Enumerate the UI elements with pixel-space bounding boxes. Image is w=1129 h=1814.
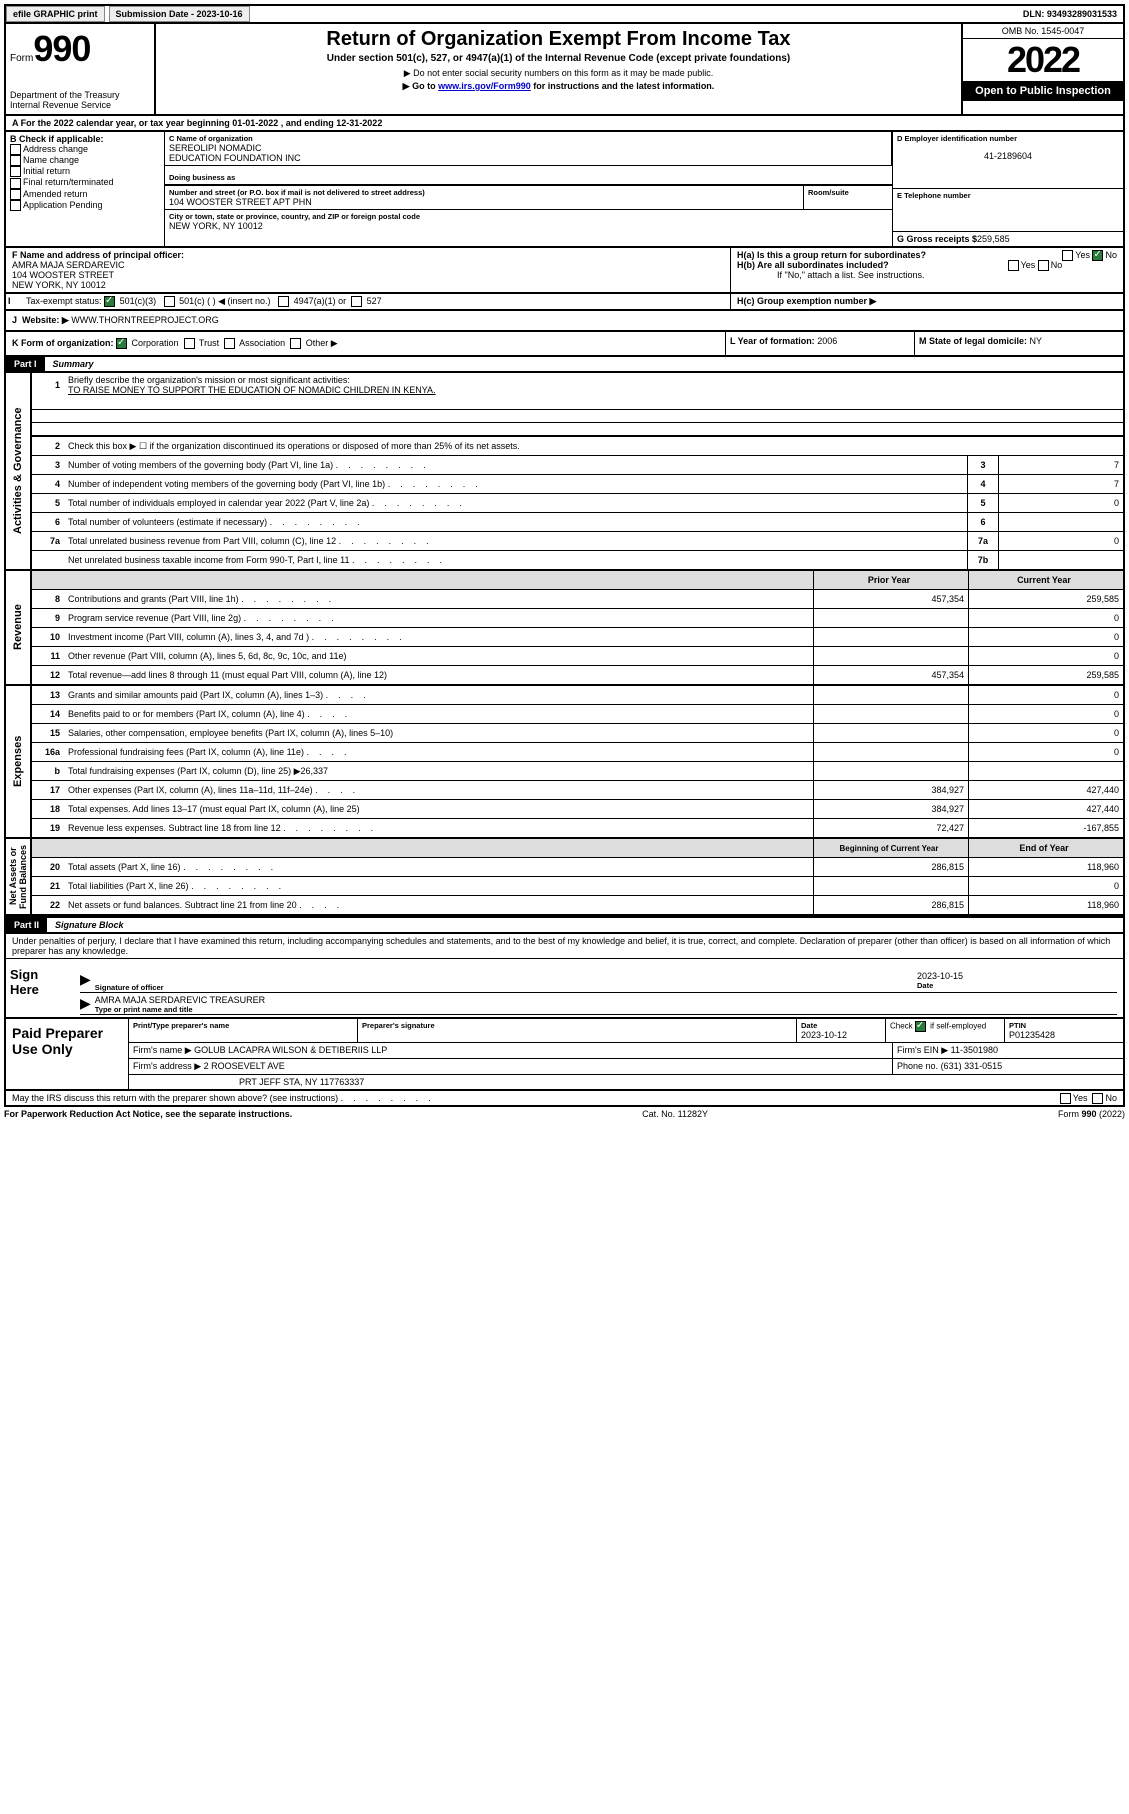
net-assets: Net Assets or Fund Balances Beginning of…: [4, 839, 1125, 916]
vtab-rev: Revenue: [6, 571, 32, 684]
gross-receipts: 259,585: [977, 234, 1010, 244]
prep-date: 2023-10-12: [801, 1030, 881, 1040]
city: NEW YORK, NY 10012: [169, 221, 888, 231]
v6: [998, 513, 1123, 531]
firm-phone: (631) 331-0515: [941, 1061, 1003, 1071]
irs-link[interactable]: www.irs.gov/Form990: [438, 81, 531, 91]
vtab-net: Net Assets or Fund Balances: [6, 839, 32, 914]
arrow-icon: ▶: [80, 971, 91, 992]
row-fh: F Name and address of principal officer:…: [4, 248, 1125, 294]
dln: DLN: 93493289031533: [1017, 7, 1123, 21]
form-word: Form: [10, 53, 33, 64]
c19: -167,855: [968, 819, 1123, 837]
c12: 259,585: [968, 666, 1123, 684]
p12: 457,354: [813, 666, 968, 684]
c11: 0: [968, 647, 1123, 665]
ein: 41-2189604: [897, 151, 1119, 161]
ptin: P01235428: [1009, 1030, 1119, 1040]
c18: 427,440: [968, 800, 1123, 818]
expenses: Expenses 13Grants and similar amounts pa…: [4, 686, 1125, 839]
e22: 118,960: [968, 896, 1123, 914]
footer: For Paperwork Reduction Act Notice, see …: [4, 1107, 1125, 1121]
row-j: J Website: ▶ WWW.THORNTREEPROJECT.ORG: [4, 311, 1125, 332]
v3: 7: [998, 456, 1123, 474]
vtab-exp: Expenses: [6, 686, 32, 837]
firm-addr: 2 ROOSEVELT AVE: [204, 1061, 285, 1071]
c17: 427,440: [968, 781, 1123, 799]
open-public: Open to Public Inspection: [963, 81, 1123, 101]
mission: TO RAISE MONEY TO SUPPORT THE EDUCATION …: [68, 385, 436, 395]
paid-preparer: Paid Preparer Use Only Print/Type prepar…: [4, 1019, 1125, 1091]
v7a: 0: [998, 532, 1123, 550]
dept: Department of the Treasury Internal Reve…: [10, 90, 150, 110]
b22: 286,815: [813, 896, 968, 914]
street: 104 WOOSTER STREET APT PHN: [169, 197, 799, 207]
revenue: Revenue Prior YearCurrent Year 8Contribu…: [4, 571, 1125, 686]
v4: 7: [998, 475, 1123, 493]
tax-year: 2022: [963, 39, 1123, 81]
signature-block: Under penalties of perjury, I declare th…: [4, 934, 1125, 1019]
block-bcde: B Check if applicable: Address change Na…: [4, 132, 1125, 248]
p17: 384,927: [813, 781, 968, 799]
omb: OMB No. 1545-0047: [963, 24, 1123, 39]
top-bar: efile GRAPHIC print Submission Date - 20…: [4, 4, 1125, 24]
row-i: I Tax-exempt status: 501(c)(3) 501(c) ( …: [4, 294, 1125, 311]
firm-addr2: PRT JEFF STA, NY 117763337: [129, 1075, 1123, 1089]
c8: 259,585: [968, 590, 1123, 608]
p19: 72,427: [813, 819, 968, 837]
subtitle-1: Under section 501(c), 527, or 4947(a)(1)…: [160, 53, 957, 64]
p18: 384,927: [813, 800, 968, 818]
e20: 118,960: [968, 858, 1123, 876]
row-klm: K Form of organization: Corporation Trus…: [4, 332, 1125, 357]
title: Return of Organization Exempt From Incom…: [160, 28, 957, 51]
c14: 0: [968, 705, 1123, 723]
header: Form 990 Department of the Treasury Inte…: [4, 24, 1125, 116]
c9: 0: [968, 609, 1123, 627]
website: WWW.THORNTREEPROJECT.ORG: [71, 315, 219, 326]
officer-name: AMRA MAJA SERDAREVIC: [12, 260, 125, 270]
state-domicile: NY: [1030, 336, 1043, 346]
v7b: [998, 551, 1123, 569]
submission-date: Submission Date - 2023-10-16: [109, 6, 250, 22]
form-number: 990: [33, 28, 90, 70]
b20: 286,815: [813, 858, 968, 876]
e21: 0: [968, 877, 1123, 895]
vtab-ag: Activities & Governance: [6, 373, 32, 569]
officer-sig-name: AMRA MAJA SERDAREVIC TREASURER: [95, 995, 1117, 1005]
v5: 0: [998, 494, 1123, 512]
firm-ein: 11-3501980: [951, 1045, 998, 1055]
p8: 457,354: [813, 590, 968, 608]
col-b: B Check if applicable: Address change Na…: [6, 132, 165, 246]
c16a: 0: [968, 743, 1123, 761]
activities-governance: Activities & Governance 1Briefly describ…: [4, 373, 1125, 571]
subtitle-3: ▶ Go to www.irs.gov/Form990 for instruct…: [160, 81, 957, 92]
c10: 0: [968, 628, 1123, 646]
part2-bar: Part II Signature Block: [4, 916, 1125, 934]
row-a: A For the 2022 calendar year, or tax yea…: [4, 116, 1125, 132]
c15: 0: [968, 724, 1123, 742]
year-formation: 2006: [817, 336, 837, 346]
efile-btn[interactable]: efile GRAPHIC print: [6, 6, 105, 22]
c13: 0: [968, 686, 1123, 704]
subtitle-2: ▶ Do not enter social security numbers o…: [160, 68, 957, 79]
org-name: SEREOLIPI NOMADIC EDUCATION FOUNDATION I…: [169, 143, 887, 163]
part1-bar: Part I Summary: [4, 357, 1125, 373]
sig-date: 2023-10-15: [917, 971, 1117, 981]
arrow-icon: ▶: [80, 995, 91, 1014]
discuss-row: May the IRS discuss this return with the…: [4, 1091, 1125, 1107]
firm-name: GOLUB LACAPRA WILSON & DETIBERIIS LLP: [194, 1045, 387, 1055]
